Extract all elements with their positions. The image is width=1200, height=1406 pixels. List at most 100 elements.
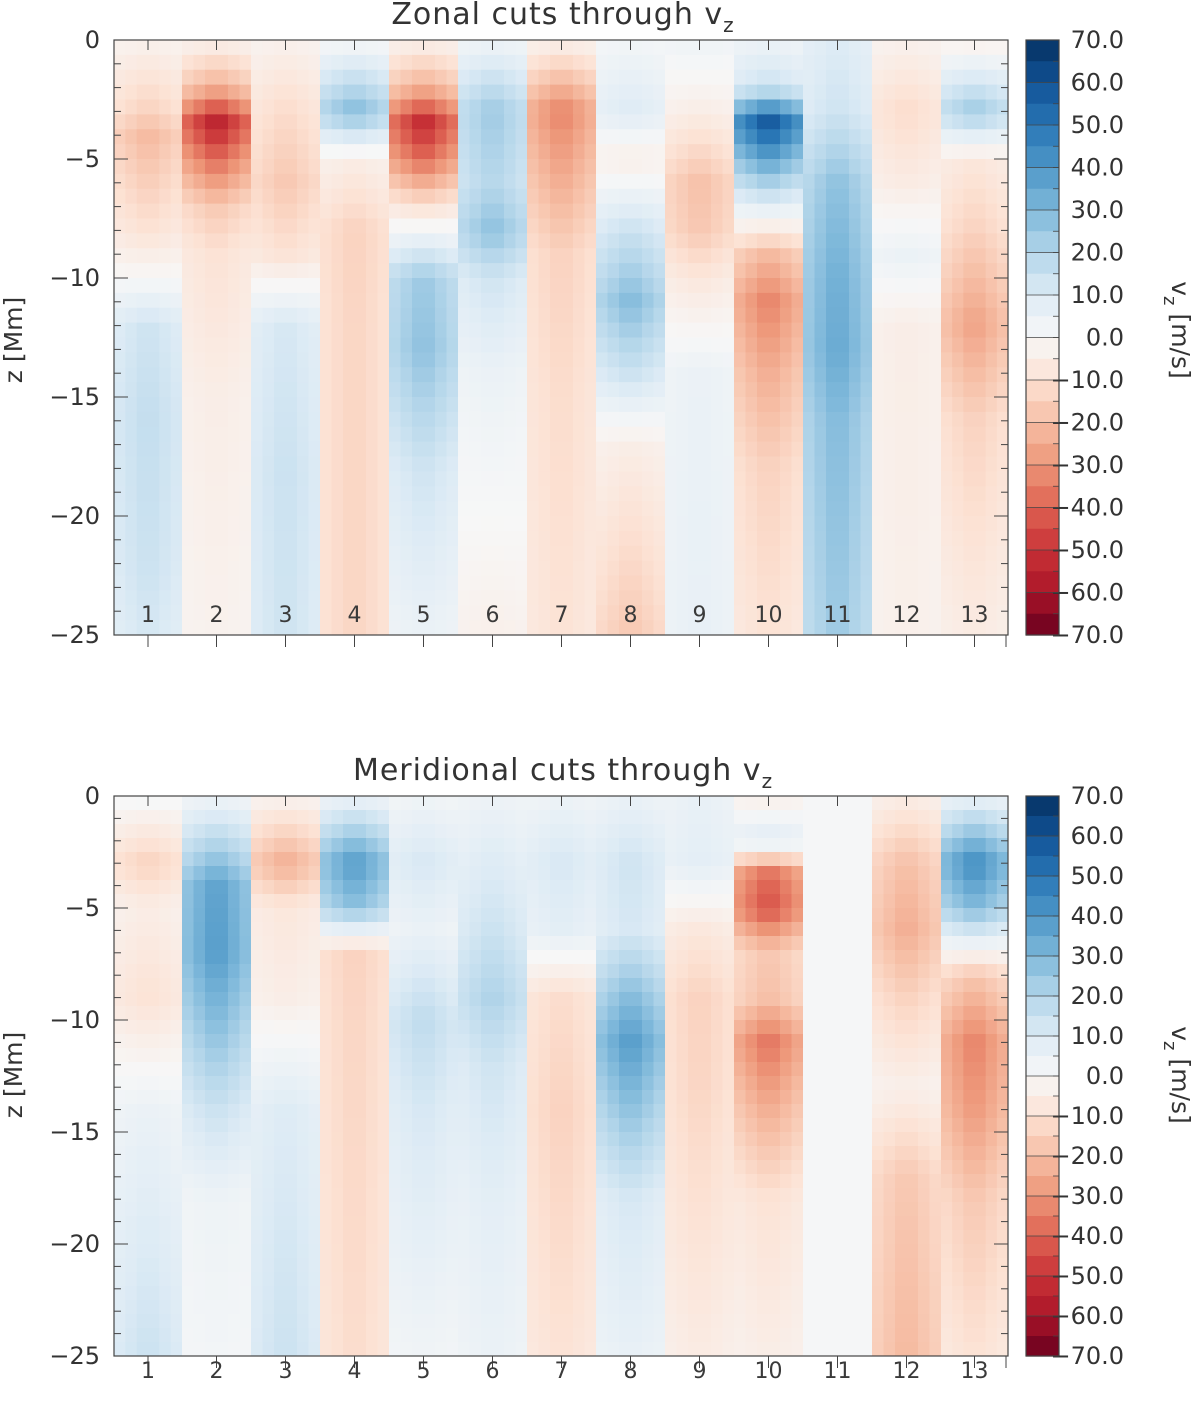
heatmap-cell	[918, 322, 931, 339]
heatmap-cell	[136, 218, 149, 234]
heatmap-cell	[515, 1146, 528, 1161]
heatmap-cell	[423, 367, 436, 383]
heatmap-cell	[389, 605, 402, 621]
heatmap-cell	[251, 978, 264, 993]
heatmap-cell	[228, 263, 241, 279]
heatmap-cell	[883, 367, 896, 383]
heatmap-cell	[561, 1020, 574, 1035]
heatmap-cell	[768, 248, 781, 264]
heatmap-cell	[389, 1062, 402, 1077]
heatmap-cell	[642, 278, 655, 294]
heatmap-cell	[538, 159, 551, 175]
heatmap-cell	[952, 84, 964, 101]
heatmap-cell	[665, 516, 678, 532]
heatmap-cell	[114, 352, 126, 368]
heatmap-cell	[504, 530, 517, 547]
heatmap-cell	[182, 992, 195, 1007]
heatmap-cell	[170, 352, 183, 368]
heatmap-cell	[458, 894, 471, 909]
heatmap-cell	[377, 173, 390, 190]
heatmap-cell	[665, 188, 678, 205]
heatmap-cell	[561, 1104, 574, 1119]
heatmap-cell	[377, 838, 390, 853]
heatmap-cell	[366, 441, 379, 458]
heatmap-cell	[331, 1300, 344, 1315]
heatmap-cell	[297, 978, 310, 993]
heatmap-cell	[435, 248, 448, 264]
heatmap-cell	[722, 278, 735, 294]
heatmap-cell	[216, 936, 229, 951]
heatmap-cell	[653, 560, 666, 577]
heatmap-cell	[297, 810, 310, 825]
heatmap-cell	[791, 382, 804, 398]
heatmap-cell	[550, 129, 563, 145]
heatmap-cell	[297, 99, 310, 115]
heatmap-cell	[285, 307, 298, 324]
column-label: 13	[961, 603, 989, 628]
heatmap-cell	[619, 173, 632, 190]
heatmap-cell	[538, 1244, 551, 1259]
heatmap-cell	[216, 248, 229, 264]
heatmap-cell	[550, 1076, 563, 1091]
heatmap-cell	[228, 824, 241, 839]
heatmap-cell	[297, 936, 310, 951]
heatmap-cell	[481, 575, 494, 591]
heatmap-cell	[228, 964, 241, 979]
heatmap-cell	[148, 1342, 160, 1356]
heatmap-cell	[400, 1090, 413, 1105]
heatmap-cell	[251, 40, 264, 56]
heatmap-cell	[458, 1006, 471, 1021]
heatmap-cell	[114, 307, 126, 324]
heatmap-cell	[906, 218, 919, 234]
heatmap-cell	[596, 84, 609, 101]
heatmap-cell	[114, 203, 126, 220]
heatmap-cell	[550, 263, 563, 279]
heatmap-cell	[366, 84, 379, 101]
heatmap-cell	[331, 411, 344, 428]
heatmap-cell	[722, 99, 735, 115]
heatmap-cell	[239, 69, 252, 86]
heatmap-cell	[114, 1202, 126, 1217]
heatmap-cell	[205, 307, 218, 324]
heatmap-cell	[320, 129, 333, 145]
heatmap-cell	[481, 620, 494, 635]
heatmap-cell	[527, 1314, 540, 1329]
heatmap-cell	[538, 114, 551, 130]
heatmap-cell	[297, 1328, 310, 1343]
heatmap-cell	[446, 159, 459, 175]
heatmap-cell	[803, 84, 816, 101]
heatmap-cell	[193, 263, 206, 279]
heatmap-cell	[814, 322, 827, 339]
heatmap-cell	[561, 516, 574, 532]
heatmap-cell	[849, 159, 862, 175]
heatmap-cell	[849, 248, 862, 264]
heatmap-cell	[492, 1132, 505, 1147]
heatmap-cell	[285, 575, 298, 591]
heatmap-cell	[665, 173, 678, 190]
heatmap-cell	[412, 1202, 425, 1217]
heatmap-cell	[596, 307, 609, 324]
heatmap-cell	[435, 545, 448, 562]
heatmap-cell	[985, 322, 998, 339]
heatmap-cell	[561, 950, 574, 965]
heatmap-cell	[389, 796, 402, 811]
heatmap-cell	[320, 263, 333, 279]
heatmap-cell	[734, 144, 747, 160]
heatmap-cell	[216, 1328, 229, 1343]
heatmap-cell	[159, 278, 172, 294]
heatmap-cell	[239, 1090, 252, 1105]
heatmap-cell	[354, 1342, 367, 1356]
heatmap-cell	[653, 590, 666, 606]
heatmap-cell	[125, 1048, 138, 1063]
heatmap-cell	[446, 292, 459, 309]
heatmap-cell	[308, 367, 321, 383]
heatmap-cell	[308, 114, 321, 130]
heatmap-cell	[182, 1076, 195, 1091]
heatmap-cell	[653, 501, 666, 517]
heatmap-cell	[538, 382, 551, 398]
heatmap-cell	[584, 964, 597, 979]
heatmap-cell	[895, 367, 908, 383]
heatmap-cell	[906, 173, 919, 190]
heatmap-cell	[274, 1020, 287, 1035]
heatmap-cell	[251, 964, 264, 979]
